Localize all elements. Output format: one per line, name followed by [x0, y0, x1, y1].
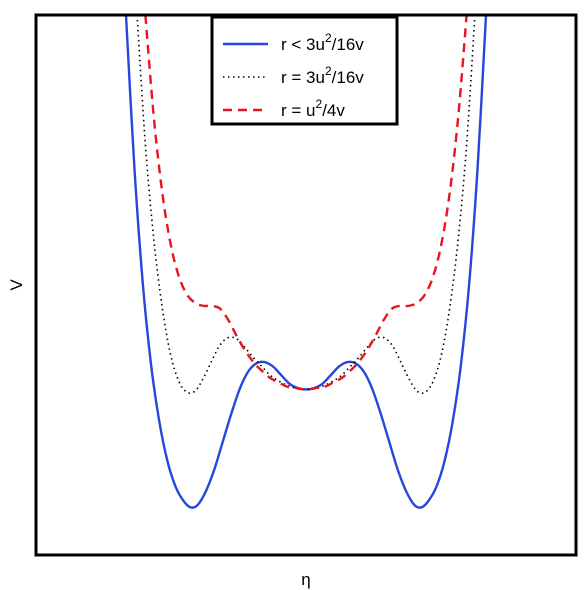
x-axis-label: η [301, 570, 310, 589]
legend-label-3: r = u2/4v [281, 97, 345, 120]
y-axis-label: V [7, 279, 26, 291]
curve-r-less-than [124, 15, 488, 509]
legend: r < 3u2/16v r = 3u2/16v r = u2/4v [210, 15, 399, 126]
legend-label-1: r < 3u2/16v [281, 31, 364, 54]
plot-frame [34, 13, 578, 557]
legend-label-2: r = 3u2/16v [281, 64, 364, 87]
legend-box [210, 15, 399, 126]
curves-layer [124, 15, 488, 509]
